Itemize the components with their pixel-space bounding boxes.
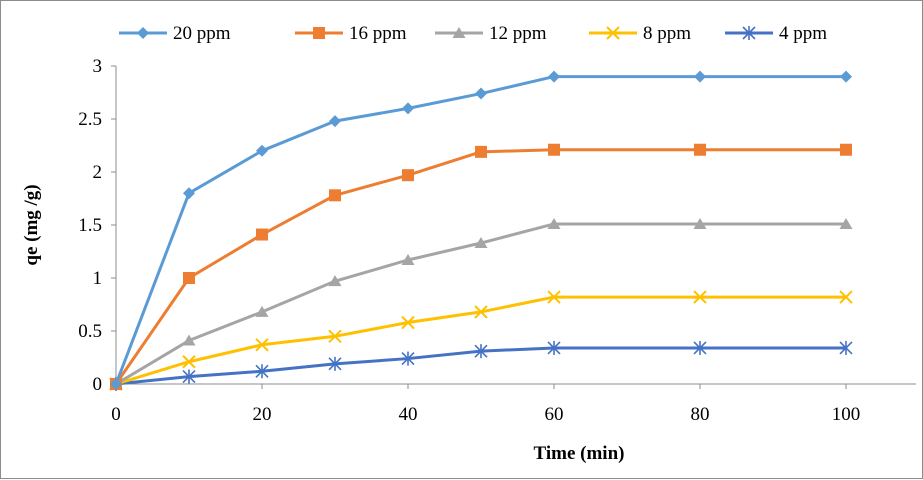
y-axis-title: qe (mg /g) (21, 184, 42, 265)
legend-item-20-ppm: 20 ppm (119, 23, 231, 44)
data-point-12-ppm (474, 237, 488, 249)
data-point-16-ppm (402, 169, 414, 182)
x-tick-label: 80 (691, 404, 710, 425)
data-point-16-ppm (475, 145, 487, 158)
x-tick-label: 100 (832, 404, 861, 425)
data-point-4-ppm (547, 340, 561, 355)
legend-item-4-ppm: 4 ppm (725, 23, 827, 44)
legend-marker (742, 26, 756, 40)
data-point-8-ppm (839, 290, 853, 304)
series-4-ppm (109, 340, 853, 391)
legend-label: 20 ppm (173, 23, 231, 44)
legend-label: 8 ppm (643, 23, 691, 44)
data-point-12-ppm (839, 217, 853, 229)
data-point-20-ppm (402, 102, 414, 115)
data-point-4-ppm (693, 340, 707, 355)
y-tick-label: 0 (93, 374, 103, 395)
series-20-ppm (110, 70, 852, 390)
data-point-8-ppm (401, 315, 415, 330)
data-point-12-ppm (328, 275, 342, 287)
x-axis-ticks: 0 20 40 60 80 100 (111, 384, 860, 425)
data-point-8-ppm (474, 305, 488, 319)
legend-marker (313, 27, 325, 39)
data-point-20-ppm (110, 378, 122, 390)
series-layer (109, 70, 853, 391)
legend-label: 4 ppm (779, 23, 827, 44)
series-line-20-ppm (114, 75, 846, 385)
x-tick-label: 60 (545, 404, 564, 425)
data-point-4-ppm (474, 344, 488, 359)
x-axis-title: Time (min) (534, 443, 625, 464)
data-point-20-ppm (475, 87, 487, 100)
y-tick-label: 1 (93, 268, 103, 289)
data-point-4-ppm (255, 364, 269, 379)
data-point-20-ppm (548, 70, 560, 83)
data-point-16-ppm (694, 143, 706, 156)
data-point-20-ppm (694, 70, 706, 83)
data-point-20-ppm (840, 70, 852, 83)
data-point-16-ppm (548, 143, 560, 156)
series-line-8-ppm (115, 295, 846, 386)
y-tick-label: 0.5 (78, 321, 102, 342)
legend: 20 ppm 16 ppm 12 ppm 8 ppm 4 ppm (119, 23, 827, 44)
data-point-16-ppm (183, 272, 195, 284)
y-tick-label: 2.5 (78, 109, 102, 130)
data-point-12-ppm (182, 334, 196, 346)
x-tick-label: 0 (111, 404, 121, 425)
data-point-4-ppm (401, 351, 415, 366)
data-point-8-ppm (255, 338, 269, 352)
y-tick-label: 2 (93, 162, 103, 183)
legend-label: 12 ppm (489, 23, 547, 44)
legend-marker (137, 27, 149, 39)
y-tick-label: 1.5 (78, 215, 102, 236)
data-point-12-ppm (401, 253, 415, 265)
data-point-16-ppm (840, 143, 852, 156)
legend-label: 16 ppm (349, 23, 407, 44)
data-point-12-ppm (547, 217, 561, 229)
data-point-16-ppm (256, 228, 268, 241)
x-tick-label: 20 (253, 404, 272, 425)
legend-marker (452, 27, 466, 38)
data-point-4-ppm (328, 356, 342, 371)
y-axis-ticks: 0 0.5 1 1.5 2 2.5 3 (78, 56, 116, 395)
legend-marker (606, 26, 620, 40)
data-point-20-ppm (329, 115, 341, 128)
data-point-20-ppm (256, 144, 268, 157)
data-point-20-ppm (183, 187, 195, 200)
data-point-8-ppm (547, 290, 561, 304)
x-tick-label: 40 (399, 404, 418, 425)
legend-item-16-ppm: 16 ppm (295, 23, 407, 44)
y-tick-label: 3 (93, 56, 103, 77)
series-12-ppm (109, 217, 853, 389)
data-point-16-ppm (329, 189, 341, 202)
data-point-8-ppm (182, 355, 196, 369)
data-point-8-ppm (328, 329, 342, 344)
data-point-12-ppm (693, 217, 707, 229)
legend-item-8-ppm: 8 ppm (589, 23, 691, 44)
data-point-4-ppm (839, 340, 853, 355)
data-point-8-ppm (693, 290, 707, 304)
data-point-12-ppm (255, 305, 269, 317)
data-point-4-ppm (182, 369, 196, 384)
legend-item-12-ppm: 12 ppm (435, 23, 547, 44)
